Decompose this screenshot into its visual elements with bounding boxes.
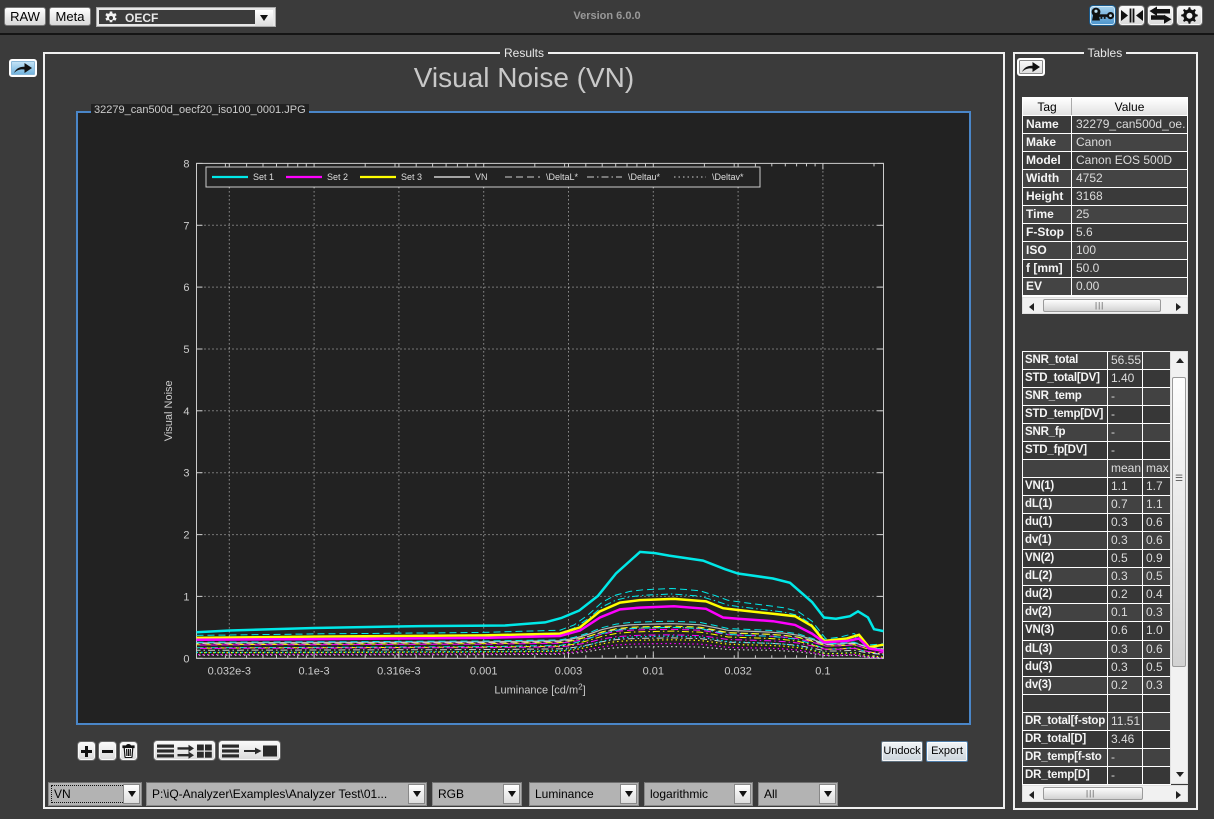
svg-text:4: 4: [183, 406, 189, 418]
svg-text:2: 2: [183, 530, 189, 542]
svg-text:Set 1: Set 1: [253, 172, 274, 182]
svg-text:8: 8: [183, 158, 189, 170]
svg-text:\Deltau*: \Deltau*: [628, 172, 661, 182]
svg-text:0.001: 0.001: [470, 665, 498, 677]
svg-text:0.01: 0.01: [643, 665, 664, 677]
svg-text:5: 5: [183, 344, 189, 356]
svg-text:Visual Noise: Visual Noise: [163, 380, 175, 441]
svg-text:0.1e-3: 0.1e-3: [298, 665, 329, 677]
svg-text:0.003: 0.003: [555, 665, 583, 677]
svg-text:VN: VN: [475, 172, 488, 182]
svg-text:0: 0: [183, 653, 189, 665]
svg-text:Luminance [cd/m2]: Luminance [cd/m2]: [494, 682, 585, 696]
svg-text:3: 3: [183, 468, 189, 480]
svg-text:Set 2: Set 2: [327, 172, 348, 182]
svg-text:Set 3: Set 3: [401, 172, 422, 182]
svg-text:\DeltaL*: \DeltaL*: [546, 172, 579, 182]
svg-text:0.1: 0.1: [815, 665, 830, 677]
svg-text:0.032e-3: 0.032e-3: [208, 665, 251, 677]
svg-text:7: 7: [183, 220, 189, 232]
svg-text:1: 1: [183, 591, 189, 603]
svg-text:6: 6: [183, 282, 189, 294]
svg-text:\Deltav*: \Deltav*: [712, 172, 744, 182]
svg-text:0.032: 0.032: [724, 665, 752, 677]
svg-text:0.316e-3: 0.316e-3: [377, 665, 420, 677]
